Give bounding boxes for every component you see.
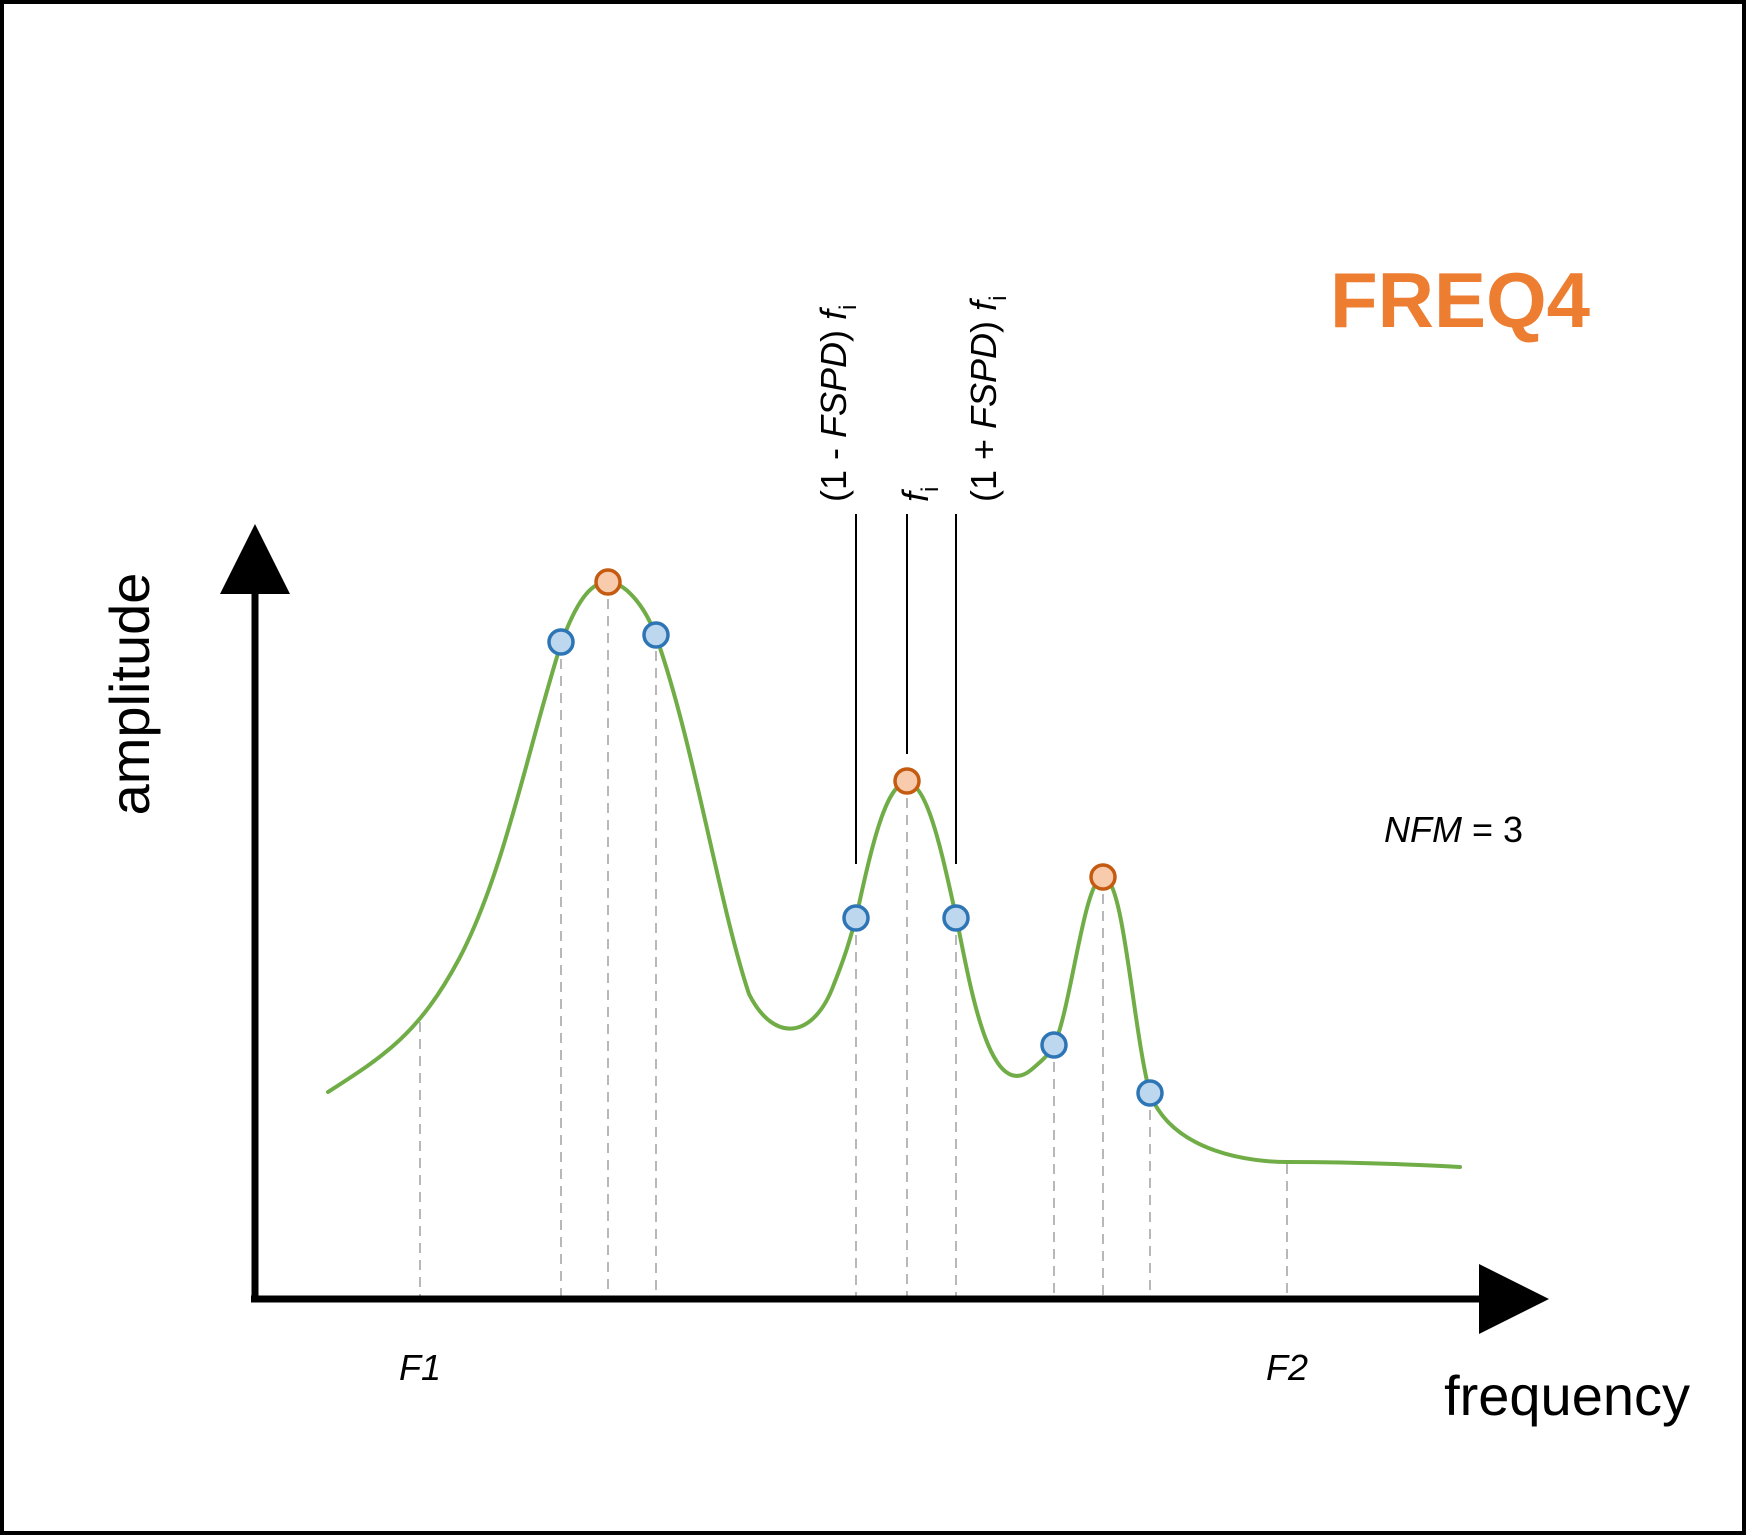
lower-bound-prefix: (1 - bbox=[813, 438, 854, 502]
peak-3 bbox=[1089, 863, 1117, 891]
sample-3b bbox=[1136, 1079, 1164, 1107]
upper-bound-label: (1 + FSPD) fi bbox=[963, 296, 1012, 502]
sample-2b bbox=[942, 904, 970, 932]
sample-points bbox=[547, 621, 1164, 1107]
lower-bound-var: FSPD bbox=[813, 342, 854, 438]
peak-1 bbox=[594, 568, 622, 596]
nfm-label: NFM = 3 bbox=[1384, 809, 1523, 850]
amplitude-curve bbox=[326, 580, 1462, 1169]
x-axis-label: frequency bbox=[1444, 1364, 1690, 1427]
peak-points bbox=[594, 568, 1117, 891]
upper-bound-prefix: (1 + bbox=[963, 429, 1004, 502]
center-sub: i bbox=[917, 487, 944, 492]
center-label: fi bbox=[895, 487, 944, 502]
upper-bound-sub: i bbox=[985, 296, 1012, 301]
f2-label: F2 bbox=[1266, 1347, 1308, 1388]
lower-bound-sub: i bbox=[835, 305, 862, 310]
lower-bound-label: (1 - FSPD) fi bbox=[813, 305, 862, 502]
lower-bound-suffix: ) bbox=[813, 320, 854, 342]
y-axis-label: amplitude bbox=[98, 573, 161, 816]
f1-label: F1 bbox=[399, 1347, 441, 1388]
upper-bound-var: FSPD bbox=[963, 333, 1004, 429]
sample-2a bbox=[842, 904, 870, 932]
freq4-diagram: amplitude frequency F1 F2 FREQ4 NFM = 3 … bbox=[98, 256, 1690, 1427]
nfm-value: = 3 bbox=[1462, 809, 1523, 850]
upper-bound-suffix: ) bbox=[963, 311, 1004, 333]
nfm-name: NFM bbox=[1384, 809, 1462, 850]
peak-2 bbox=[893, 767, 921, 795]
sample-3a bbox=[1040, 1031, 1068, 1059]
chart-title: FREQ4 bbox=[1330, 256, 1590, 344]
guide-lines bbox=[419, 582, 1288, 1299]
fspd-lines bbox=[855, 514, 957, 864]
sample-1b bbox=[642, 621, 670, 649]
sample-1a bbox=[547, 628, 575, 656]
